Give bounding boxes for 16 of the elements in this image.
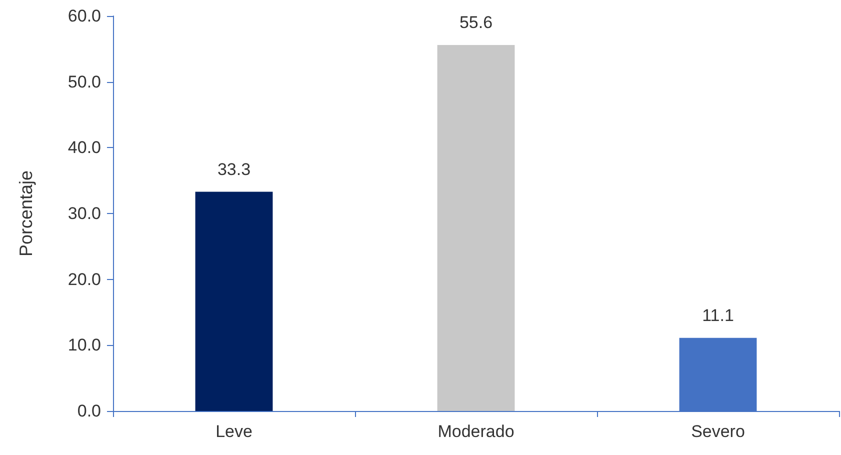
y-axis-title: Porcentaje	[16, 170, 36, 257]
y-tick-label: 50.0	[68, 72, 101, 92]
bar	[195, 192, 273, 411]
y-tick-label: 30.0	[68, 204, 101, 223]
y-tick-label: 20.0	[68, 270, 101, 289]
bar	[437, 44, 515, 411]
data-label: 11.1	[702, 306, 734, 325]
x-tick-label: Moderado	[438, 422, 514, 441]
x-tick-label: Severo	[691, 422, 745, 441]
data-label: 55.6	[459, 12, 493, 32]
y-tick-label: 60.0	[68, 6, 101, 26]
x-tick-label: Leve	[216, 422, 252, 441]
data-label: 33.3	[217, 160, 251, 179]
y-tick-label: 10.0	[68, 336, 101, 355]
y-tick-label: 40.0	[68, 138, 101, 158]
y-tick-label: 0.0	[77, 402, 101, 420]
